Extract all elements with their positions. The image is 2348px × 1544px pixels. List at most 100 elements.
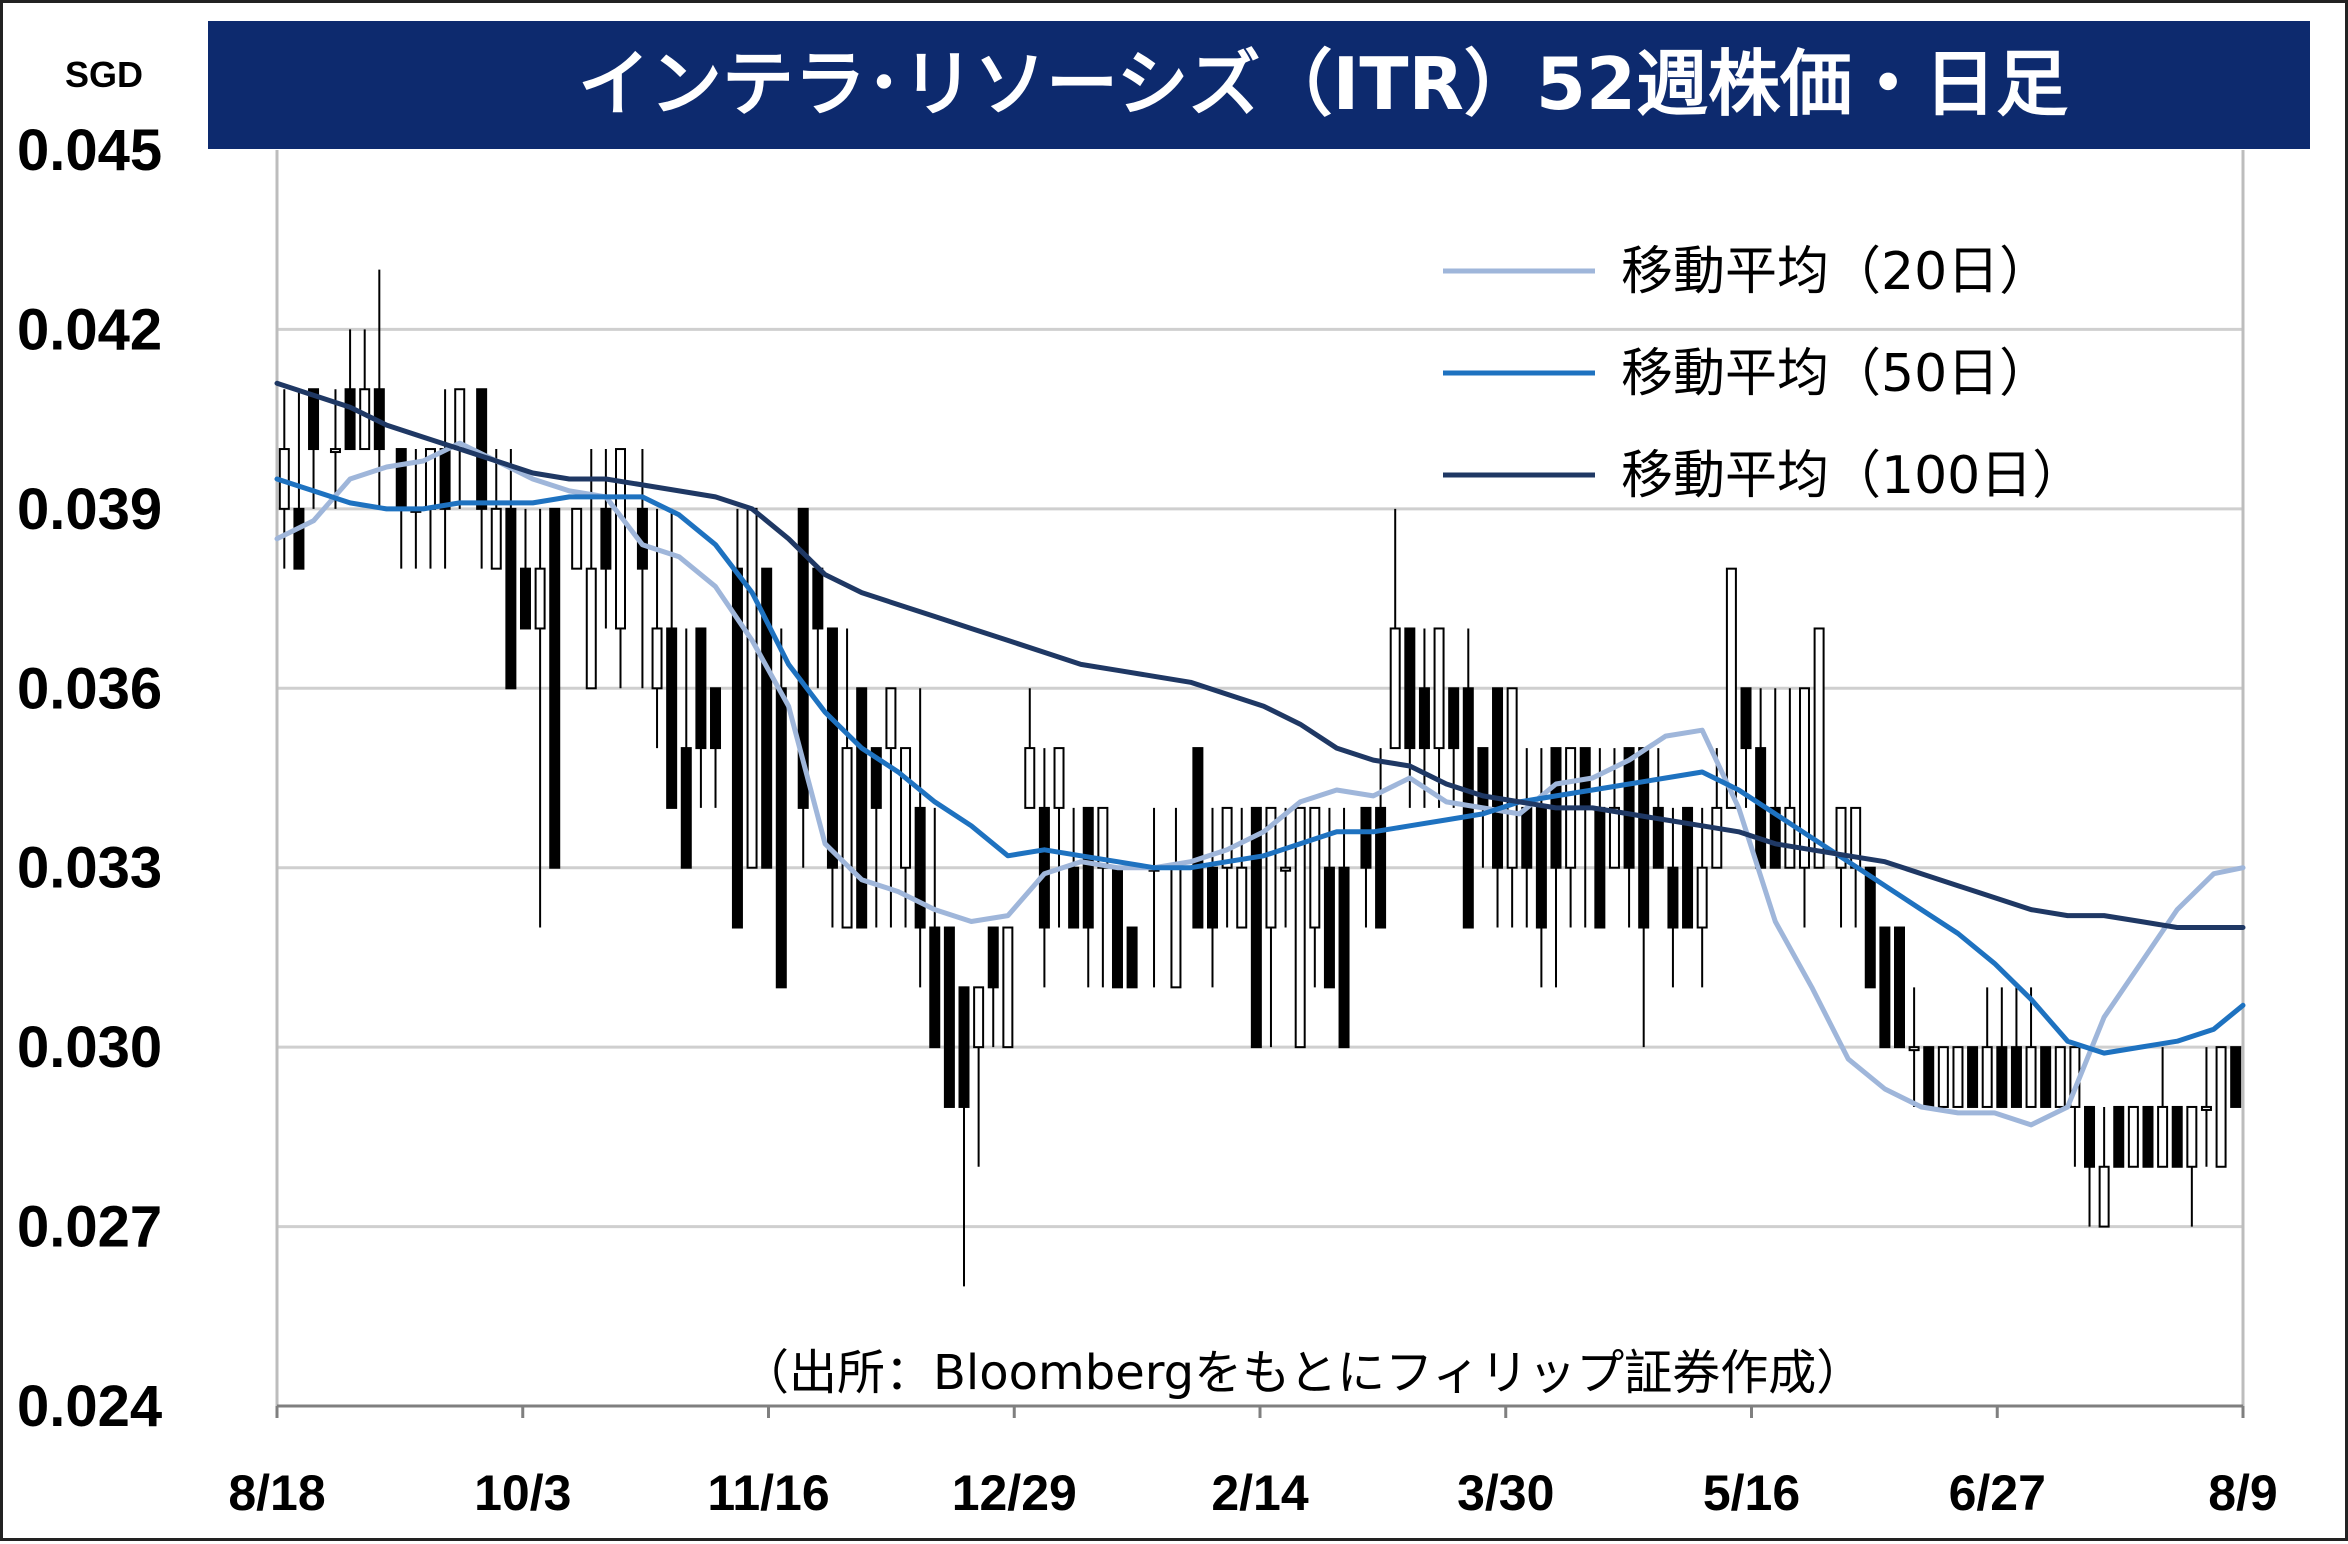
candle-body xyxy=(1338,866,1350,1049)
candle xyxy=(680,628,692,869)
candle-body xyxy=(1002,926,1014,1049)
candle-body xyxy=(1740,687,1752,750)
candle xyxy=(1652,748,1664,869)
candle xyxy=(1206,807,1218,988)
candle-body xyxy=(2025,1046,2037,1108)
candle xyxy=(2142,1105,2154,1168)
candle xyxy=(1309,806,1321,988)
candle xyxy=(1221,806,1233,928)
candle-body xyxy=(2098,1165,2110,1228)
candle xyxy=(1667,807,1679,988)
candle xyxy=(812,567,824,689)
candle-body xyxy=(1908,1046,1920,1052)
candle-body xyxy=(2157,1105,2169,1168)
candle xyxy=(1002,926,1014,1049)
candle-body xyxy=(1250,806,1262,1049)
candle-body xyxy=(1981,1046,1993,1108)
y-tick-label: 0.030 xyxy=(17,1015,162,1080)
candle-body xyxy=(1535,806,1547,929)
candle-body xyxy=(454,388,466,451)
candle xyxy=(1375,748,1387,929)
candle xyxy=(2069,1046,2081,1167)
candle-body xyxy=(439,448,451,510)
candle-body xyxy=(308,388,320,451)
candle-body xyxy=(1492,687,1504,869)
candle xyxy=(746,507,758,869)
candle-body xyxy=(1652,806,1664,869)
moving-average-line xyxy=(274,476,2246,1056)
source-note: （出所：Bloombergをもとにフィリップ証券作成） xyxy=(741,1345,1864,1401)
candle xyxy=(1250,806,1262,1049)
candle-body xyxy=(1236,866,1248,929)
candle-body xyxy=(1294,806,1306,1049)
candle-body xyxy=(1725,567,1737,809)
candle-body xyxy=(1784,806,1796,869)
candle xyxy=(2098,1106,2110,1228)
x-tick-label: 6/27 xyxy=(1949,1465,2046,1521)
candle xyxy=(943,926,955,1108)
candle-body xyxy=(1280,866,1292,872)
candle-body xyxy=(1506,687,1518,869)
candle-body xyxy=(870,747,882,809)
candle xyxy=(439,389,451,569)
candle-body xyxy=(1996,1046,2008,1108)
chart-title: インテラ･リソーシズ（ITR）52週株価・日足 xyxy=(578,42,2068,126)
candle xyxy=(1725,567,1737,809)
candle-body xyxy=(1813,627,1825,869)
x-tick-label: 3/30 xyxy=(1457,1465,1554,1521)
candle xyxy=(1126,926,1138,989)
candle-body xyxy=(1206,866,1218,929)
candle xyxy=(571,507,583,570)
candle-body xyxy=(973,986,985,1049)
candle xyxy=(1835,806,1847,928)
candle-body xyxy=(1798,687,1810,869)
candle xyxy=(1192,747,1204,929)
candle xyxy=(585,449,597,690)
candle xyxy=(973,986,985,1167)
candle xyxy=(1265,806,1277,1048)
candle xyxy=(1952,1046,1964,1108)
candle-body xyxy=(826,627,838,869)
candle-body xyxy=(2186,1105,2198,1168)
candle xyxy=(987,926,999,1048)
candle xyxy=(1068,807,1080,929)
candle-body xyxy=(856,687,868,929)
candle-body xyxy=(2040,1046,2052,1108)
candle-body xyxy=(1024,747,1036,809)
x-tick-label: 8/18 xyxy=(228,1465,325,1521)
candle xyxy=(1740,687,1752,808)
candle xyxy=(914,688,926,988)
candle-body xyxy=(1696,866,1708,929)
candle-body xyxy=(1667,866,1679,929)
candle-body xyxy=(987,926,999,989)
candle-body xyxy=(1879,926,1891,1049)
candle xyxy=(856,687,868,929)
candle-body xyxy=(1221,806,1233,869)
candle xyxy=(1535,748,1547,988)
candle xyxy=(731,508,743,929)
candle xyxy=(1769,688,1781,869)
legend: 移動平均（20日） 移動平均（50日） 移動平均（100日） xyxy=(1443,242,2084,506)
candle xyxy=(1521,748,1533,928)
legend-label: 移動平均（100日） xyxy=(1621,446,2084,506)
candle-body xyxy=(476,388,488,510)
candle-body xyxy=(2230,1046,2242,1108)
candle-body xyxy=(1126,926,1138,989)
candle xyxy=(293,389,305,570)
y-tick-label: 0.036 xyxy=(17,656,162,721)
candle xyxy=(329,389,341,509)
candle-body xyxy=(2010,1046,2022,1108)
candle-body xyxy=(1170,866,1182,989)
candle xyxy=(1711,748,1723,869)
candle-body xyxy=(2084,1105,2096,1168)
candle-body xyxy=(1521,806,1533,869)
x-tick-label: 10/3 xyxy=(474,1465,571,1521)
candle xyxy=(2171,1105,2183,1168)
candle-body xyxy=(710,687,722,750)
candle xyxy=(1981,987,1993,1108)
candle xyxy=(359,329,371,451)
candle-body xyxy=(534,567,546,630)
candle-body xyxy=(1711,806,1723,869)
y-tick-label: 0.027 xyxy=(17,1195,162,1260)
candle-body xyxy=(571,507,583,570)
